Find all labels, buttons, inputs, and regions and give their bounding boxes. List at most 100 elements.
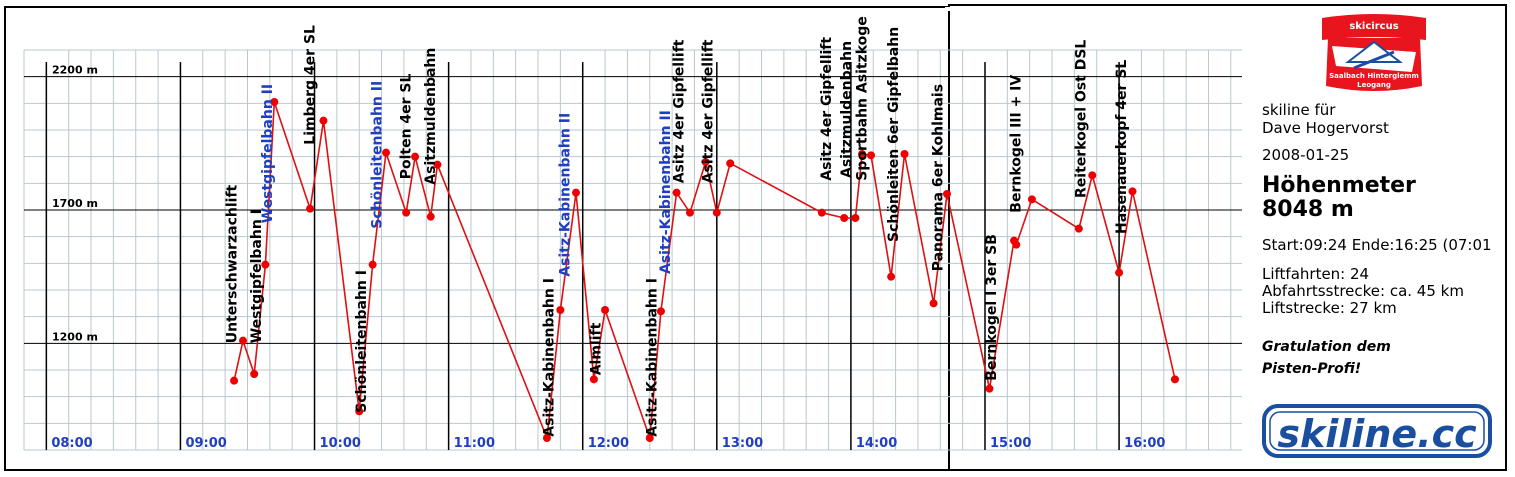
skiline-logo[interactable]: skiline.cc [1262,400,1492,462]
altitude-point [1088,171,1097,180]
frame-joint-cover [945,7,951,11]
lift-label: Schönleitenbahn I [354,270,370,413]
altitude-point [840,214,849,222]
altitude-point [929,299,938,308]
x-tick-label: 09:00 [185,436,226,451]
altitude-point [817,208,826,217]
x-tick-label: 13:00 [722,436,763,451]
altitude-point [319,116,328,125]
congrats-line2: Pisten-Profi! [1262,361,1362,377]
altitude-point [601,306,610,314]
altitude-point [851,214,860,222]
lift-label: Schönleitenbahn II [370,81,386,229]
altitude-point [858,150,867,158]
y-tick-label: 1200 m [52,330,98,343]
elevation-title: Höhenmeter [1262,173,1416,198]
lift-label: Asitzmuldenbahn [423,48,439,185]
lift-label: Asitz-Kabinenbahn II [658,110,674,274]
skiline-header-line1: skiline für [1262,101,1336,119]
altitude-point [712,208,721,217]
altitude-point [572,188,581,197]
altitude-point [985,384,994,393]
lift-distance: Liftstrecke: 27 km [1262,299,1397,317]
elevation-total: 8048 m [1262,197,1354,222]
lift-label: Panorama 6er Kohlmais [931,84,947,271]
lift-label: Asitz-Kabinenbahn II [557,113,573,277]
altitude-line [233,101,1176,439]
altitude-point [411,152,420,161]
lift-label: Schönleiten 6er Gipfelbahn [886,27,902,242]
lift-rides: Liftfahrten: 24 [1262,265,1370,283]
lift-label: Westgipfelbahn II [260,84,276,223]
altitude-point [261,260,270,269]
altitude-point [1115,268,1124,277]
x-tick-label: 12:00 [588,436,629,451]
altitude-point [1027,195,1036,204]
lift-label: Polten 4er SL [399,73,415,179]
lift-label: Asitz-Kabinenbahn I [542,278,558,437]
x-tick-label: 14:00 [856,436,897,451]
altitude-point [402,208,411,217]
altitude-point [672,188,681,197]
altitude-point [887,272,896,281]
altitude-point [1074,224,1083,233]
y-tick-label: 2200 m [52,64,98,77]
x-tick-label: 11:00 [454,436,495,451]
altitude-point [1012,240,1021,249]
lift-label: Asitzmuldenbahn [839,41,855,178]
lift-label: Unterschwarzachlift [224,184,240,343]
lift-label: Westgipfelbahn I [249,209,265,343]
descent-distance: Abfahrtsstrecke: ca. 45 km [1262,282,1464,300]
altitude-point [942,190,951,198]
ski-date: 2008-01-25 [1262,146,1350,164]
lift-labels: Unterschwarzachlift Westgipfelbahn IWestg… [224,16,1130,436]
lift-label: Hasenauerkopf 4er SL [1114,60,1130,234]
svg-text:Leogang: Leogang [1357,81,1391,89]
altitude-point [368,260,377,269]
altitude-point [556,306,565,314]
congrats-line1: Gratulation dem [1262,339,1391,355]
altitude-point [656,307,665,316]
lift-label: Reiterkogel Ost DSL [1074,40,1090,198]
altitude-point [701,158,710,166]
altitude-point [355,407,364,416]
svg-text:Saalbach Hinterglemm: Saalbach Hinterglemm [1329,72,1419,80]
lift-label: Bernkogel I 3er SB [984,234,1000,381]
lift-label: Asitz-Kabinenbahn I [645,278,661,437]
altitude-point [900,150,909,158]
lift-label: Sportbahn Asitzkoge [855,16,871,180]
altitude-point [685,208,694,217]
altitude-point [433,160,442,169]
x-tick-label: 15:00 [990,436,1031,451]
lift-label: Asitz 4er Gipfellift [671,39,687,183]
altitude-point [230,376,239,385]
altitude-point [426,212,435,221]
lift-label: Asitz 4er Gipfellift [819,37,835,181]
lift-label: Limberg 4er SL [303,25,319,145]
altitude-point [239,336,248,345]
grid: 2200 m 1700 m 1200 m 08:00 09:00 10:00 11:00 12… [23,49,1242,451]
altitude-point [726,159,735,168]
svg-text:skiline.cc: skiline.cc [1277,412,1477,456]
skiline-header-line2: Dave Hogervorst [1262,119,1389,137]
altitude-point [270,98,279,106]
svg-text:skicircus: skicircus [1349,21,1398,32]
altitude-point [382,148,391,157]
altitude-point [1128,187,1137,196]
skicircus-logo: skicircus Saalbach Hinterglemm Leogang [1318,12,1430,96]
altitude-point [542,434,551,442]
altitude-point [306,204,315,213]
lift-label: Asitz 4er Gipfellift [700,39,716,183]
y-tick-label: 1700 m [52,197,98,210]
altitude-point [645,434,654,442]
x-tick-label: 10:00 [320,436,361,451]
altitude-point [589,375,598,384]
altitude-series [230,98,1179,442]
x-tick-label: 08:00 [51,436,92,451]
chart-frame [4,6,950,471]
altitude-point [867,151,876,160]
lift-label: Bernkogel III + IV [1009,75,1025,213]
time-summary: Start:09:24 Ende:16:25 (07:01 [1262,237,1492,254]
x-tick-label: 16:00 [1124,436,1165,451]
